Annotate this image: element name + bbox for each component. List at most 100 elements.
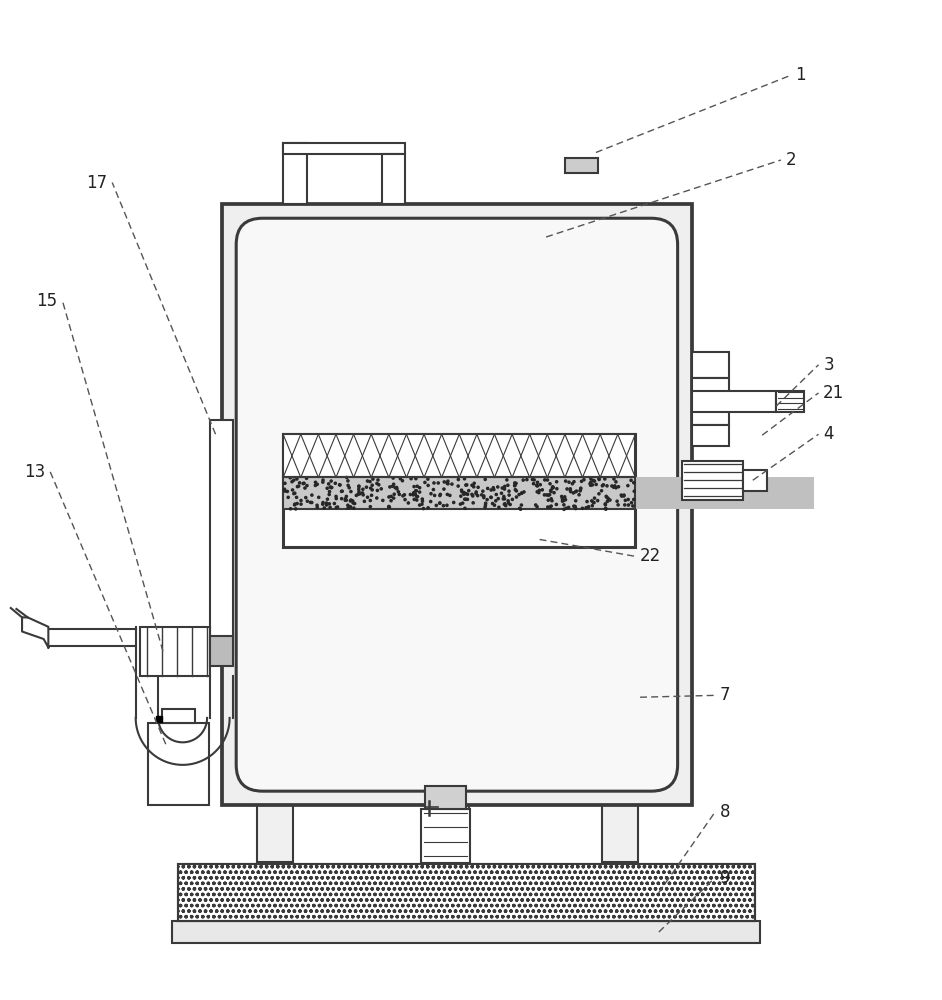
Point <box>557 497 572 513</box>
Point <box>365 482 380 498</box>
Point <box>544 480 560 496</box>
Point <box>343 499 358 515</box>
Point <box>447 494 462 510</box>
Point <box>465 495 480 511</box>
Point <box>453 496 468 512</box>
Point <box>432 486 447 502</box>
Point <box>561 474 577 490</box>
Point <box>549 496 564 512</box>
Point <box>549 474 564 490</box>
Point <box>311 489 326 505</box>
Point <box>371 477 386 493</box>
Point <box>456 486 471 502</box>
Point <box>486 482 501 498</box>
Point <box>486 480 501 496</box>
Point <box>327 496 342 512</box>
Point <box>485 496 500 512</box>
Point <box>566 498 581 514</box>
Text: 3: 3 <box>823 356 834 374</box>
Text: 4: 4 <box>823 425 834 443</box>
Bar <box>691 425 729 446</box>
Point <box>304 487 319 503</box>
Point <box>432 488 447 504</box>
Point <box>541 492 556 508</box>
Point <box>383 488 398 504</box>
Point <box>624 495 639 511</box>
Point <box>412 497 427 513</box>
Point <box>393 471 408 487</box>
Point <box>414 491 430 507</box>
Point <box>285 482 300 498</box>
Point <box>365 477 380 493</box>
Point <box>445 476 460 492</box>
Point <box>356 487 371 503</box>
Point <box>289 496 304 512</box>
Point <box>617 497 632 513</box>
Point <box>316 495 331 511</box>
Point <box>587 495 602 511</box>
Point <box>599 488 614 504</box>
Point <box>319 495 334 511</box>
Point <box>413 480 428 496</box>
Point <box>459 477 474 493</box>
Point <box>609 474 624 490</box>
Point <box>496 496 512 512</box>
Point <box>283 470 298 486</box>
Point <box>351 484 366 500</box>
Point <box>287 496 302 512</box>
Point <box>542 487 557 503</box>
Point <box>507 478 522 494</box>
Point <box>544 493 560 509</box>
Point <box>317 500 332 516</box>
Point <box>478 497 493 513</box>
Point <box>592 471 607 487</box>
Point <box>529 484 544 500</box>
Point <box>505 491 520 507</box>
Point <box>391 484 406 500</box>
Point <box>597 496 612 512</box>
Point <box>498 498 513 514</box>
Point <box>287 497 302 513</box>
Point <box>427 487 442 503</box>
Point <box>586 494 601 510</box>
Point <box>284 474 300 490</box>
Point <box>408 483 423 499</box>
Point <box>492 499 507 515</box>
Point <box>585 498 600 514</box>
Point <box>566 474 581 490</box>
Point <box>290 479 305 495</box>
Point <box>494 485 509 501</box>
Point <box>280 483 295 499</box>
Point <box>594 483 609 499</box>
Point <box>344 492 359 508</box>
Point <box>375 492 390 508</box>
Point <box>535 482 550 498</box>
Point <box>340 497 355 513</box>
Point <box>621 497 636 513</box>
Point <box>503 496 518 512</box>
Point <box>578 500 593 516</box>
Point <box>278 475 293 491</box>
Point <box>621 491 636 507</box>
Bar <box>222 204 691 805</box>
Point <box>549 481 564 497</box>
Point <box>387 480 402 496</box>
Point <box>579 494 594 510</box>
Point <box>323 479 338 495</box>
Text: 21: 21 <box>823 384 844 402</box>
Point <box>289 489 304 505</box>
Point <box>300 493 315 509</box>
Text: 15: 15 <box>37 292 57 310</box>
Point <box>541 499 556 515</box>
Point <box>406 485 421 501</box>
Point <box>574 473 589 489</box>
Point <box>365 471 381 487</box>
Point <box>430 475 446 491</box>
Point <box>443 487 458 503</box>
Point <box>304 495 319 511</box>
Point <box>303 494 318 510</box>
Point <box>483 482 498 498</box>
Point <box>513 501 528 517</box>
Point <box>400 495 415 511</box>
Point <box>563 484 578 500</box>
